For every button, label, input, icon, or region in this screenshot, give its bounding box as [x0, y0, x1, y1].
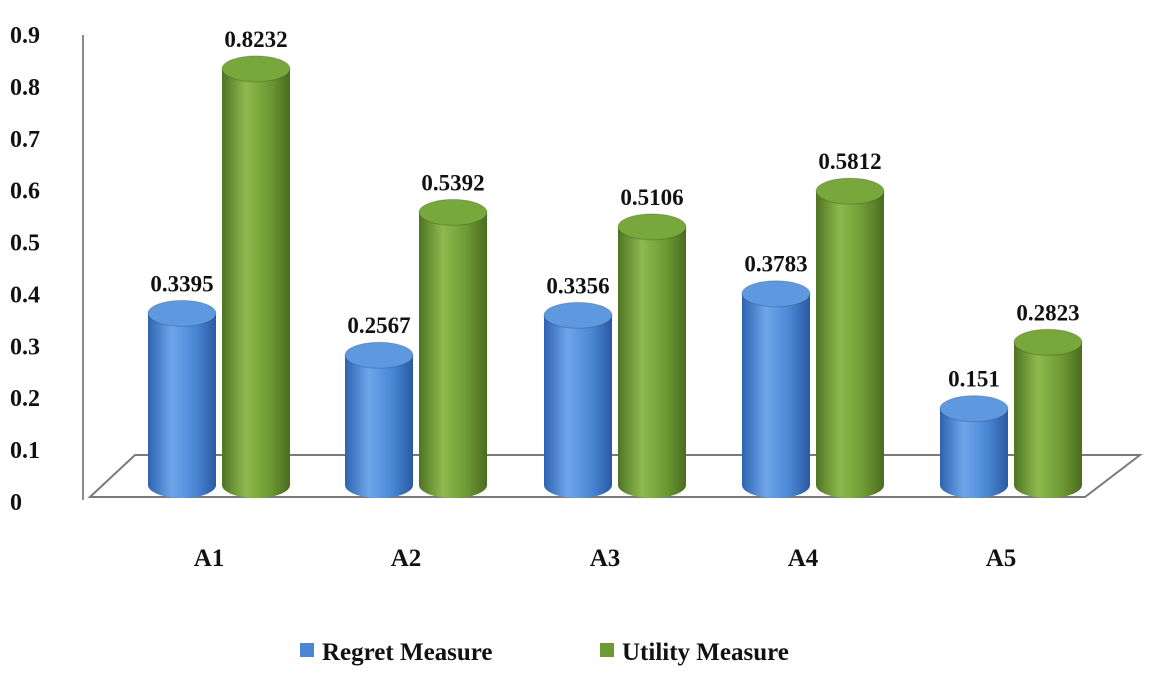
bar-body: [940, 408, 1008, 498]
data-label: 0.2567: [347, 313, 410, 338]
y-tick-label: 0.4: [10, 282, 40, 308]
x-category-label: A3: [590, 545, 621, 572]
x-category-label: A4: [788, 545, 819, 572]
data-label: 0.5106: [620, 185, 683, 210]
bar-top: [147, 299, 217, 327]
bar-top: [815, 177, 885, 205]
bar: [221, 55, 291, 499]
data-label: 0.3356: [546, 273, 609, 298]
x-axis-categories: A1 A2 A3 A4 A5: [194, 545, 1017, 572]
bar-body: [222, 68, 290, 499]
bar-top: [543, 301, 613, 329]
legend-swatch: [600, 643, 614, 657]
bar-top: [221, 55, 291, 83]
y-tick-label: 0.2: [10, 386, 40, 412]
bar-top: [1013, 328, 1083, 356]
bar-body: [419, 212, 487, 498]
legend-item: Utility Measure: [600, 639, 789, 666]
y-tick-label: 0.1: [10, 438, 40, 464]
legend-item: Regret Measure: [300, 639, 493, 666]
bar: [617, 213, 687, 498]
legend: Regret Measure Utility Measure: [300, 639, 789, 666]
y-tick-label: 0.8: [10, 75, 40, 101]
y-axis-ticks: 0 0.1 0.2 0.3 0.4 0.5 0.6 0.7 0.8 0.9: [10, 23, 40, 516]
y-tick-label: 0.6: [10, 179, 40, 205]
data-label: 0.3395: [150, 271, 213, 296]
data-label: 0.3783: [744, 252, 807, 277]
bar-body: [1014, 342, 1082, 498]
legend-swatch: [300, 643, 314, 657]
x-category-label: A2: [391, 545, 422, 572]
y-tick-label: 0.5: [10, 231, 40, 257]
bar: [147, 299, 217, 498]
bar-body: [618, 226, 686, 498]
x-category-label: A1: [194, 545, 225, 572]
bar: [344, 341, 414, 498]
data-label: 0.8232: [224, 27, 287, 52]
bar-top: [617, 213, 687, 241]
y-tick-label: 0.9: [10, 23, 40, 49]
data-label: 0.5392: [421, 170, 484, 195]
bar: [939, 395, 1009, 498]
bar-body: [345, 355, 413, 498]
bar-top: [418, 198, 488, 226]
data-label: 0.2823: [1016, 300, 1079, 325]
data-labels: 0.3395 0.2567 0.3356 0.3783 0.151 0.8232 0.539…: [150, 27, 1079, 392]
bar: [815, 177, 885, 498]
bar-body: [742, 293, 810, 498]
bars: [147, 55, 1083, 499]
bar-top: [939, 395, 1009, 423]
bar: [543, 301, 613, 498]
x-category-label: A5: [986, 545, 1017, 572]
data-label: 0.151: [948, 367, 1000, 392]
bar-top: [344, 341, 414, 369]
bar-body: [544, 315, 612, 498]
bar: [418, 198, 488, 498]
y-tick-label: 0: [10, 490, 22, 516]
y-tick-label: 0.7: [10, 127, 40, 153]
bar: [741, 280, 811, 498]
bar: [1013, 328, 1083, 498]
data-label: 0.5812: [818, 149, 881, 174]
bar-top: [741, 280, 811, 308]
legend-label: Regret Measure: [322, 639, 493, 666]
bar-body: [148, 313, 216, 498]
legend-label: Utility Measure: [622, 639, 789, 666]
bar-body: [816, 191, 884, 498]
y-tick-label: 0.3: [10, 334, 40, 360]
